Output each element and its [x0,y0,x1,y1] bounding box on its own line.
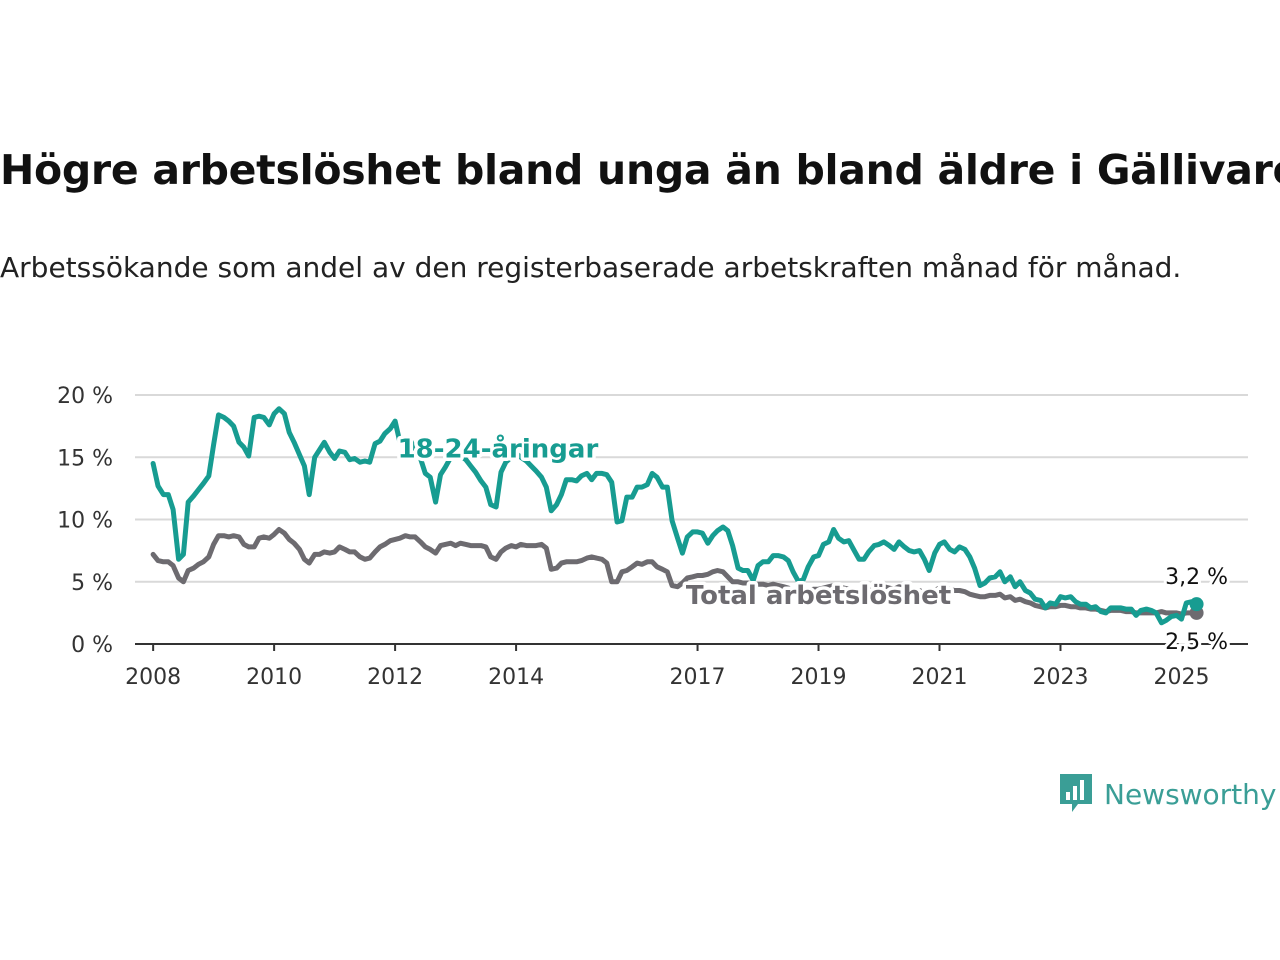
y-tick-label: 10 % [57,509,113,534]
series-line-1 [150,527,1200,617]
x-tick-label: 2023 [1032,665,1088,690]
series-end-label-0: 3,2 % [1165,565,1228,590]
grid-layer [135,394,1248,583]
chart-title: Högre arbetslöshet bland unga än bland ä… [0,146,1280,194]
series-end-point-0 [1189,597,1204,612]
axis-layer: 0 % 5 % 10 % 15 % 20 % 2008 2010 2012 2014 2017 20… [57,384,1248,690]
chart-subtitle: Arbetssökande som andel av den registerb… [0,251,1182,284]
x-tick-label: 2012 [367,665,423,690]
x-tick-label: 2025 [1153,665,1209,690]
label-layer: 3,2 % 2,5 % 18-24-åringar Total arbetslöshe… [394,429,1231,658]
y-tick-label: 0 % [71,633,113,658]
newsworthy-logo-icon [1060,774,1092,812]
series-name-label-0: 18-24-åringar [398,432,599,464]
x-tick-label: 2008 [125,665,181,690]
series-end-label-1: 2,5 % [1165,630,1228,655]
x-tick-label: 2017 [670,665,726,690]
y-tick-label: 15 % [57,446,113,471]
series-name-label-1: Total arbetslöshet [686,581,951,611]
newsworthy-logo: Newsworthy [1058,772,1277,816]
series-line-0 [150,406,1200,626]
newsworthy-logo-text: Newsworthy [1104,777,1277,811]
x-tick-label: 2019 [791,665,847,690]
x-tick-label: 2014 [488,665,544,690]
x-tick-label: 2021 [912,665,968,690]
y-tick-label: 20 % [57,384,113,409]
x-tick-label: 2010 [246,665,302,690]
y-tick-label: 5 % [71,571,113,596]
line-chart: 0 % 5 % 10 % 15 % 20 % 2008 2010 2012 2014 2017 20… [57,384,1248,690]
series-layer [150,406,1204,626]
